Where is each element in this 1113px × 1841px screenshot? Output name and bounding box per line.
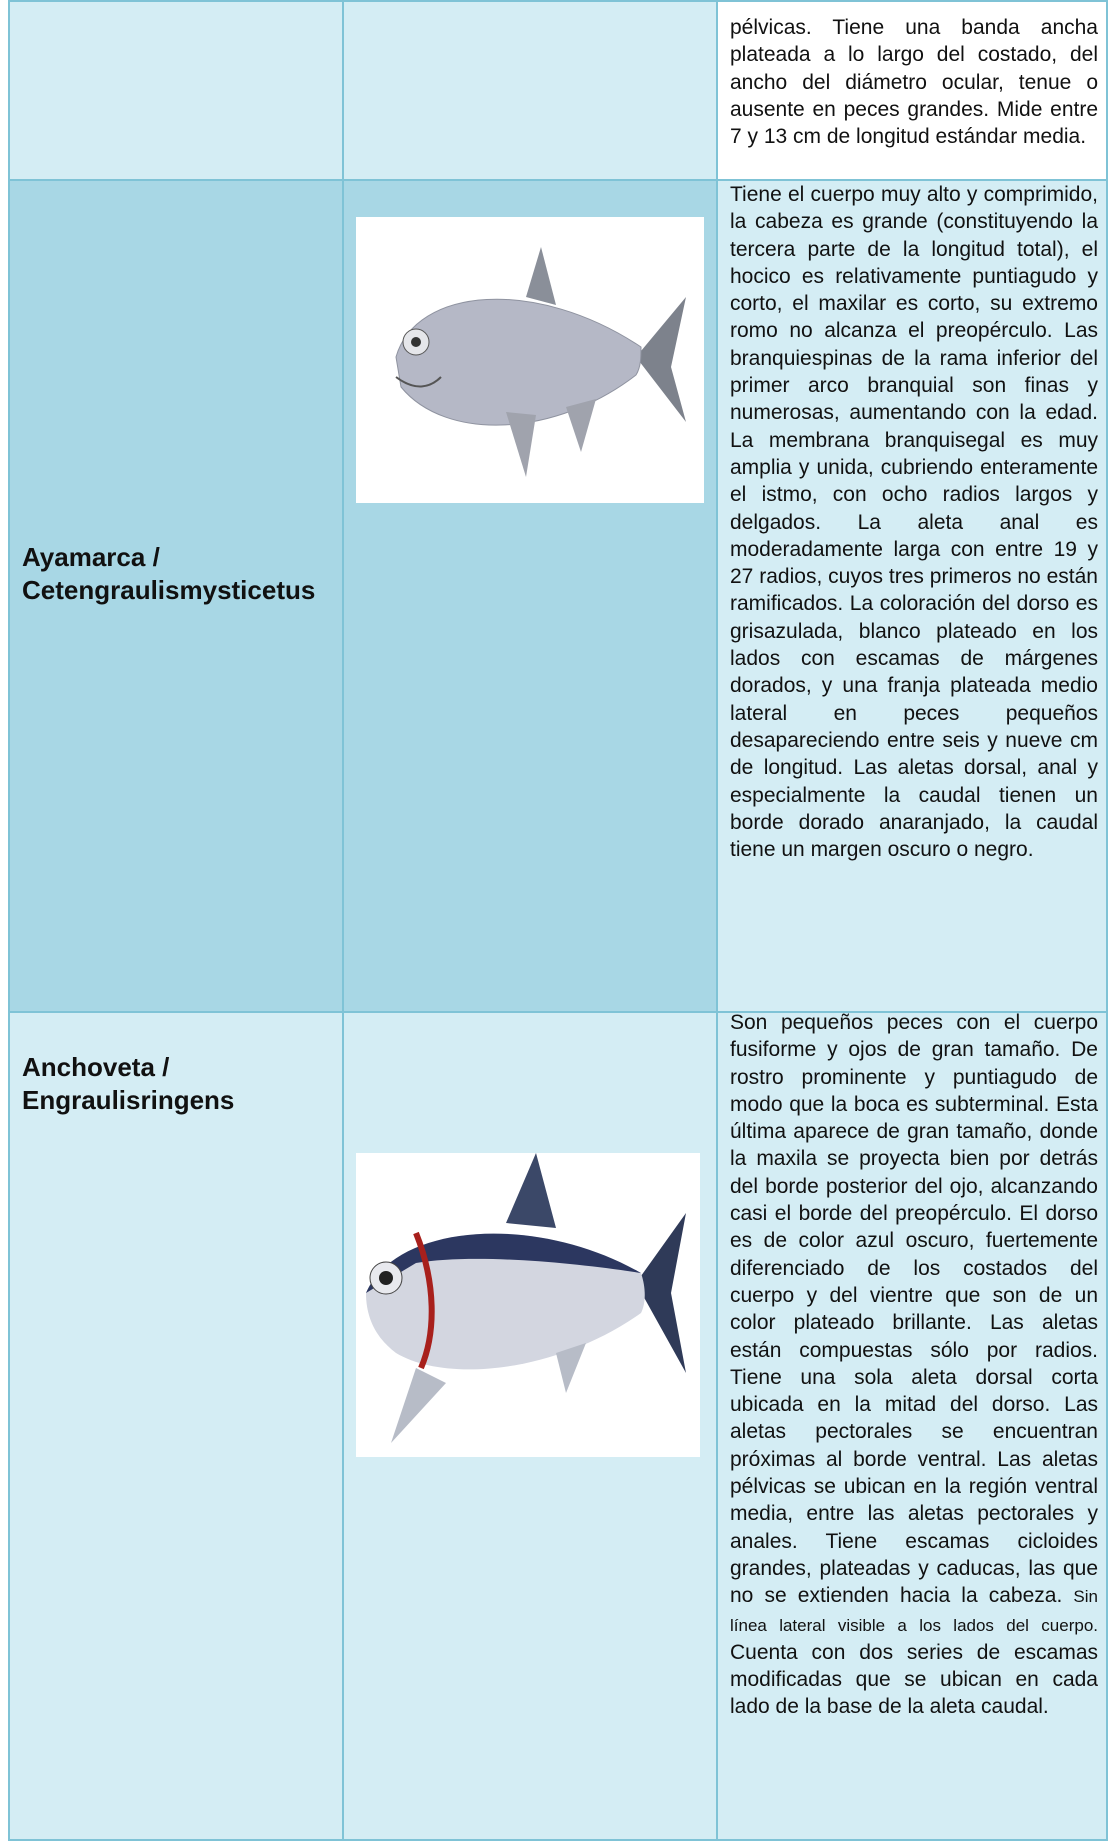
species-name: Ayamarca / Cetengraulismysticetus (22, 542, 316, 605)
table-cell: Tiene el cuerpo muy alto y comprimido, l… (716, 179, 1108, 1013)
description: Tiene el cuerpo muy alto y comprimido, l… (730, 183, 1098, 862)
description-text: Sin línea lateral visible a los lados de… (730, 1587, 1098, 1635)
description-text: Son pequeños peces con el cuerpo fusifor… (730, 1011, 1098, 1608)
table-cell: Ayamarca / Cetengraulismysticetus (8, 179, 344, 1013)
description-text: Cuenta con dos series de escamas modific… (730, 1640, 1098, 1719)
fish-image (356, 217, 704, 503)
description: pélvicas. Tiene una banda ancha plateada… (730, 16, 1098, 149)
table-cell (8, 0, 344, 181)
table-cell: Anchoveta / Engraulisringens (8, 1011, 344, 1841)
table-cell (342, 0, 718, 181)
description: Son pequeños peces con el cuerpo fusifor… (730, 1011, 1098, 1721)
table-cell (342, 179, 718, 1013)
species-name: Anchoveta / Engraulisringens (22, 1052, 235, 1115)
table-cell (342, 1011, 718, 1841)
table-cell: Son pequeños peces con el cuerpo fusifor… (716, 1011, 1108, 1841)
fish-image (356, 1153, 700, 1457)
table-cell: pélvicas. Tiene una banda ancha plateada… (716, 0, 1108, 181)
